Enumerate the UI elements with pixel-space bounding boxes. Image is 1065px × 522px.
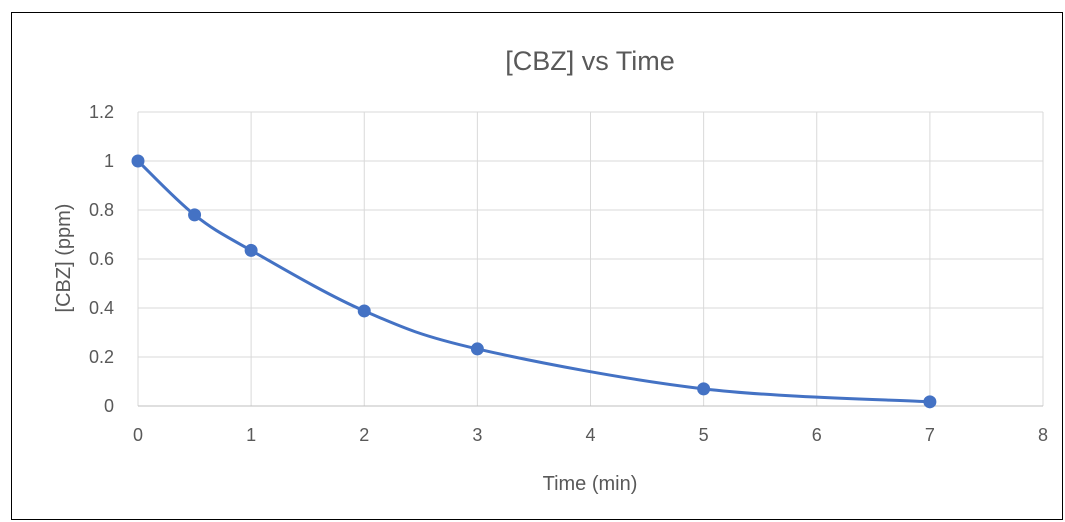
y-axis-label: [CBZ] (ppm) bbox=[53, 204, 75, 313]
y-tick-labels: 0 0.2 0.4 0.6 0.8 1 1.2 bbox=[89, 102, 114, 416]
y-tick-label: 0.6 bbox=[89, 249, 114, 269]
x-tick-label: 8 bbox=[1038, 425, 1048, 445]
grid bbox=[137, 111, 1044, 407]
x-tick-label: 1 bbox=[246, 425, 256, 445]
data-point bbox=[357, 304, 371, 318]
y-tick-label: 0 bbox=[104, 396, 114, 416]
y-tick-label: 0.4 bbox=[89, 298, 114, 318]
series-line bbox=[136, 159, 930, 404]
y-tick-label: 1.2 bbox=[89, 102, 114, 122]
x-axis-label: Time (min) bbox=[543, 473, 638, 495]
y-tick-label: 0.8 bbox=[89, 200, 114, 220]
x-tick-label: 6 bbox=[812, 425, 822, 445]
data-point bbox=[697, 382, 711, 396]
data-point bbox=[244, 243, 258, 257]
data-point bbox=[470, 342, 484, 356]
x-tick-label: 4 bbox=[585, 425, 595, 445]
x-tick-label: 3 bbox=[472, 425, 482, 445]
chart-frame bbox=[11, 12, 1063, 520]
x-tick-label: 2 bbox=[359, 425, 369, 445]
x-tick-labels: 0 1 2 3 4 5 6 7 8 bbox=[133, 425, 1048, 445]
data-point bbox=[188, 208, 202, 222]
chart-title: [CBZ] vs Time bbox=[505, 46, 675, 76]
x-tick-label: 0 bbox=[133, 425, 143, 445]
data-point bbox=[131, 154, 145, 168]
data-point bbox=[923, 395, 937, 409]
y-tick-label: 0.2 bbox=[89, 347, 114, 367]
x-tick-label: 7 bbox=[925, 425, 935, 445]
y-tick-label: 1 bbox=[104, 151, 114, 171]
x-tick-label: 5 bbox=[699, 425, 709, 445]
data-points bbox=[131, 154, 937, 409]
